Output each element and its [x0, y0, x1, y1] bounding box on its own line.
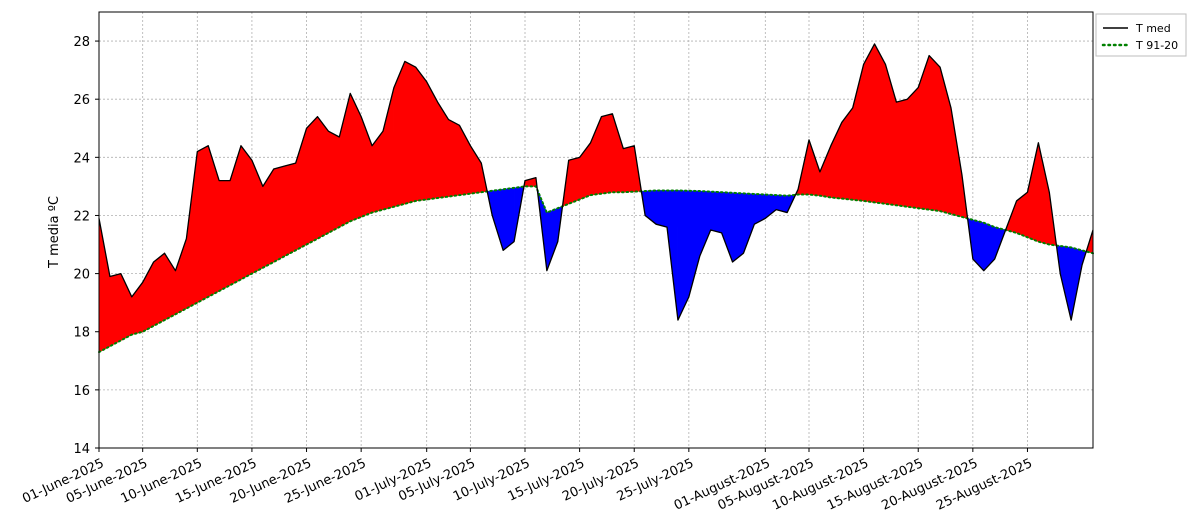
fill-segment-above	[863, 43, 875, 203]
fill-segment-above	[928, 54, 941, 212]
fill-segment-above	[284, 162, 296, 257]
y-tick-label: 22	[73, 209, 90, 224]
y-tick-label: 26	[73, 93, 90, 108]
y-tick-label: 20	[73, 268, 90, 283]
fill-segment-above	[448, 119, 460, 197]
fill-segment-above	[197, 145, 209, 304]
fill-segment-above	[907, 86, 919, 209]
y-axis-label: T media ºC	[47, 196, 62, 269]
fill-segment-below	[502, 187, 515, 251]
y-tick-label: 18	[73, 326, 90, 341]
y-tick-label: 16	[73, 384, 90, 399]
fill-segment-above	[317, 115, 329, 240]
fill-segment-above	[109, 273, 122, 347]
fill-segment-above	[841, 107, 853, 201]
fill-segment-above	[153, 252, 165, 327]
legend-label-tmed: T med	[1135, 22, 1171, 35]
fill-segment-below	[710, 191, 722, 234]
series-line-tmed	[98, 43, 1094, 321]
fill-segment-below	[655, 190, 668, 228]
fill-segment-above	[306, 115, 318, 246]
fill-segment-above	[218, 180, 231, 292]
series-line-climatology	[98, 185, 1094, 354]
fill-segment-above	[328, 130, 340, 234]
fill-segment-above	[896, 98, 908, 208]
y-tick-label: 24	[73, 151, 90, 166]
legend: T med T 91-20	[1095, 13, 1187, 57]
fill-segment-above	[404, 60, 417, 205]
y-tick-label: 14	[73, 442, 90, 457]
fill-segment-above	[623, 145, 635, 193]
legend-label-climatology: T 91-20	[1135, 39, 1178, 52]
fill-segment-above	[601, 113, 613, 195]
fill-segment-above	[273, 165, 285, 263]
fill-segment-above	[568, 156, 580, 205]
plot-frame	[98, 11, 1094, 449]
legend-frame	[1095, 13, 1187, 57]
fill-segment-above	[240, 144, 253, 280]
line-layer	[98, 43, 1094, 354]
y-tick-label: 28	[73, 35, 90, 50]
fill-segment-below	[732, 192, 744, 263]
fill-segment-above	[874, 43, 886, 205]
fill-segment-above	[415, 66, 427, 202]
